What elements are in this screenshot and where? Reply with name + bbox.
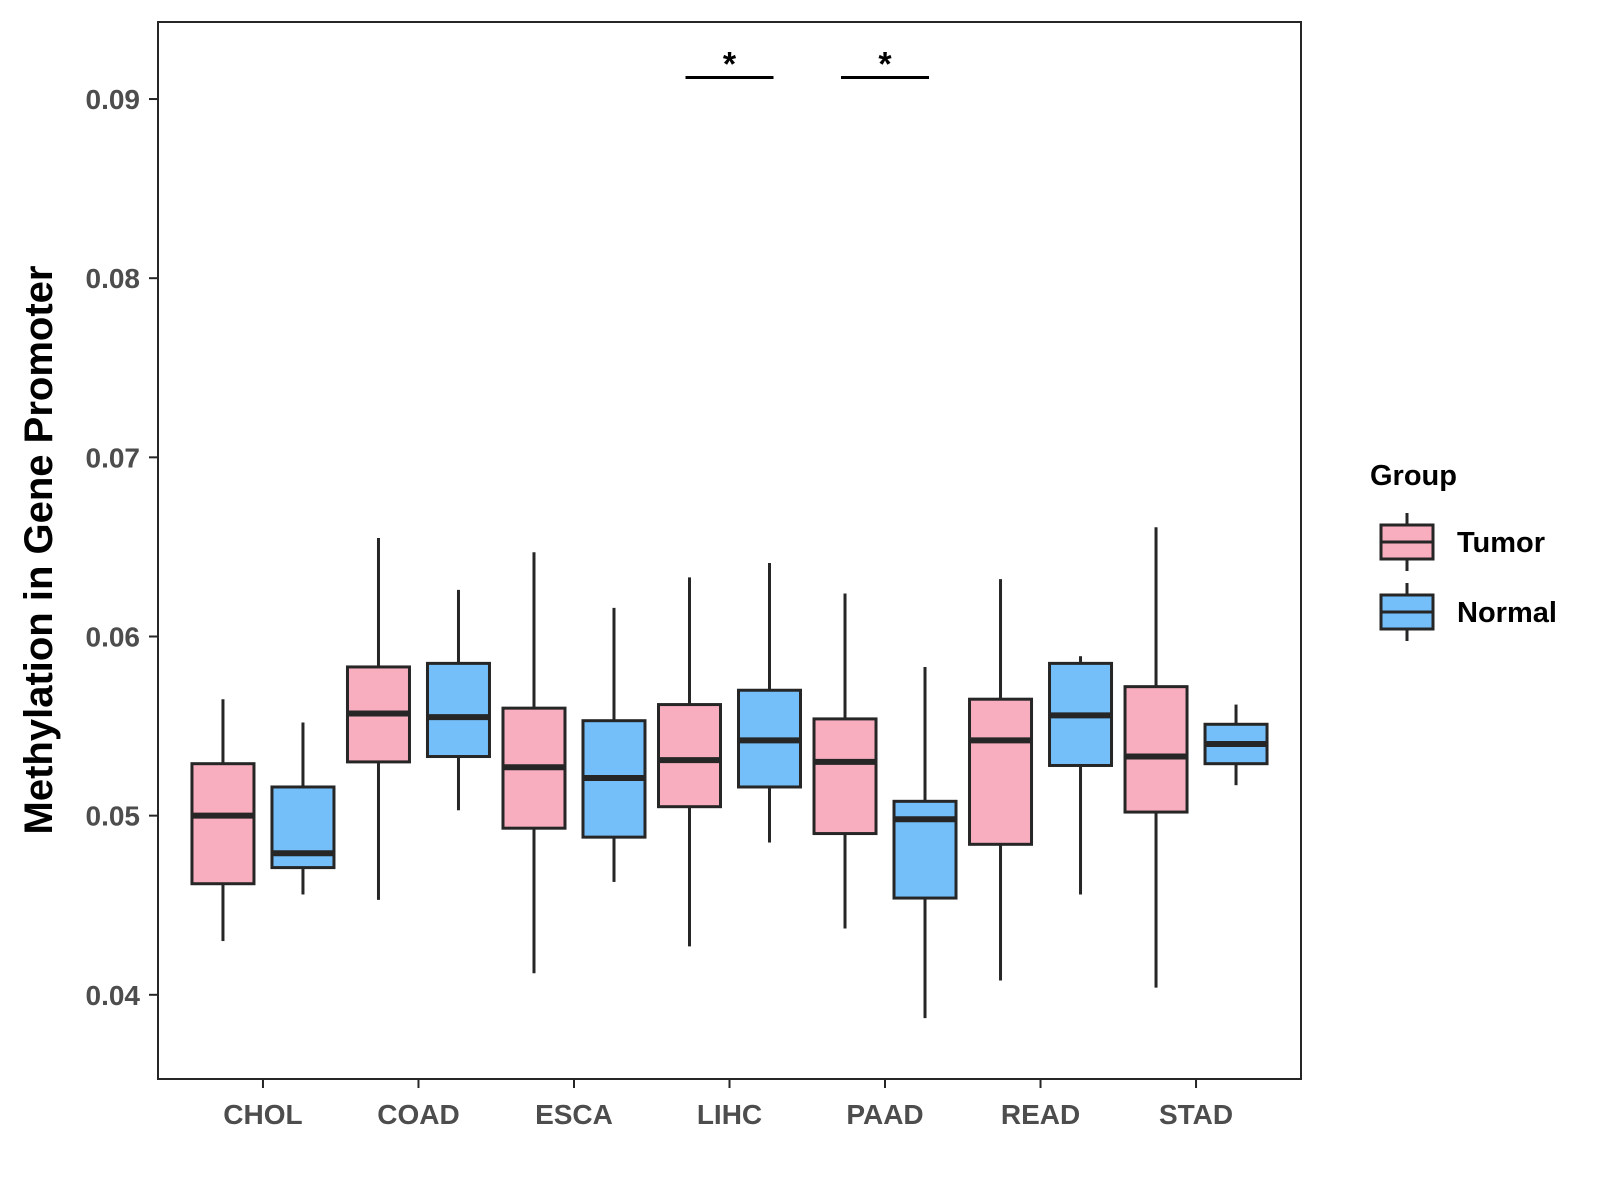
legend-key-normal [1379,583,1435,641]
significance-star-paad: * [878,46,892,84]
box-tumor-chol [190,699,256,942]
box-tumor-coad [345,537,411,900]
box-body [892,799,958,900]
box-body [812,717,878,836]
legend-label-tumor: Tumor [1457,527,1545,559]
x-tick-label-stad: STAD [1159,1099,1233,1130]
y-tick-label: 0.05 [86,801,141,832]
legend-key-tumor [1379,513,1435,571]
box-tumor-paad [812,593,878,929]
x-tick-label-paad: PAAD [846,1099,923,1130]
box-series [190,527,1269,1019]
x-axis: CHOL COAD ESCA LIHC PAAD READ STAD [223,1079,1233,1130]
box-body [1123,685,1189,814]
x-tick-label-chol: CHOL [223,1099,302,1130]
significance-star-lihc: * [723,46,737,84]
box-tumor-read [968,579,1034,981]
box-tumor-esca [501,552,567,974]
box-body [657,703,722,809]
box-tumor-stad [1123,527,1189,988]
significance-annotations: * * [685,46,930,84]
y-tick-label: 0.06 [86,621,141,652]
box-body [190,762,256,886]
box-body [425,661,491,759]
box-normal-coad [425,589,491,811]
y-tick-label: 0.08 [86,263,141,294]
y-axis: 0.04 0.05 0.06 0.07 0.08 0.09 [86,84,158,1011]
x-tick-label-lihc: LIHC [697,1099,762,1130]
x-tick-label-coad: COAD [377,1099,459,1130]
legend-label-normal: Normal [1457,597,1557,629]
box-normal-read [1048,656,1114,895]
legend-title: Group [1370,460,1457,492]
x-tick-label-esca: ESCA [535,1099,613,1130]
y-tick-label: 0.07 [86,442,141,473]
box-normal-esca [581,607,647,882]
box-body [968,697,1034,846]
box-tumor-lihc [657,577,722,947]
y-axis-title: Methylation in Gene Promoter [17,266,61,835]
legend: Group Tumor Normal [1370,460,1557,641]
y-tick-label: 0.09 [86,84,141,115]
box-normal-lihc [737,563,802,843]
box-normal-paad [892,666,958,1019]
box-normal-stad [1203,704,1269,786]
box-normal-chol [270,722,336,895]
y-tick-label: 0.04 [86,980,141,1011]
x-tick-label-read: READ [1001,1099,1080,1130]
plot-panel [157,21,1302,1080]
